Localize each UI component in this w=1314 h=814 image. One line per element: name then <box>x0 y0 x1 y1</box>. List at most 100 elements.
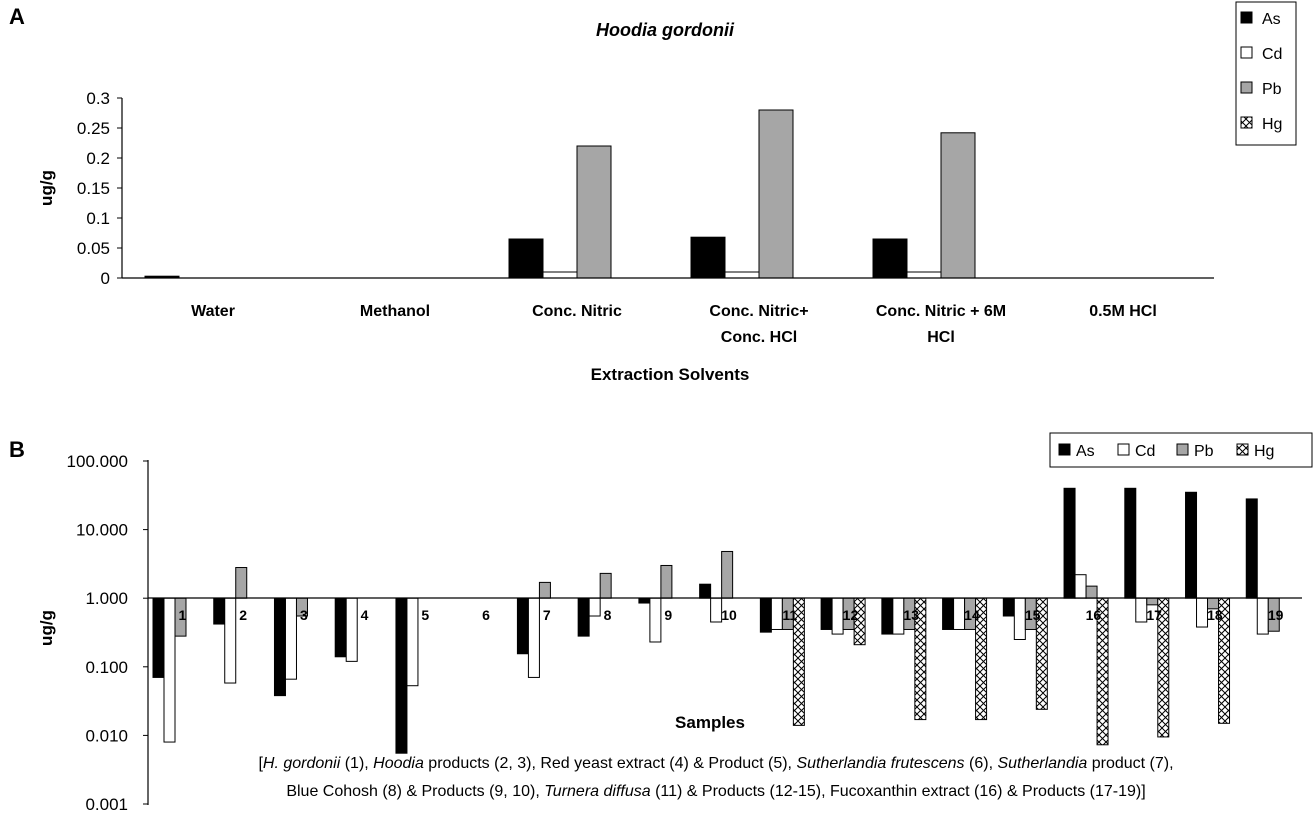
panel-b-y-tick-label: 0.001 <box>85 795 128 814</box>
panel-a-category-label: Conc. Nitric <box>532 303 622 320</box>
panel-b-sample-label: 16 <box>1086 607 1102 623</box>
panel-b-sample-label: 8 <box>604 607 612 623</box>
caption-run: (6), <box>965 755 998 772</box>
panel-a-legend-label-as: As <box>1262 11 1281 28</box>
panel-a-y-tick-label: 0.3 <box>86 89 110 108</box>
panel-b-sample-label: 5 <box>421 607 429 623</box>
panel-b-bar-cd-sample-4 <box>345 597 358 662</box>
panel-b-bar-cd-sample-15 <box>1013 597 1026 641</box>
panel-b-bar-cd-sample-9 <box>649 597 662 643</box>
panel-b-sample-label: 19 <box>1268 607 1284 623</box>
panel-a-bar-pb-conc-nitric <box>576 145 612 279</box>
panel-b-y-ticks: 0.001 0.010 0.100 1.000 10.000 100.000 <box>67 452 148 814</box>
panel-b-sample-label: 1 <box>178 607 186 623</box>
panel-b-sample-label: 2 <box>239 607 247 623</box>
panel-a-bar-pb-conc-nitric-6m-hcl <box>940 132 976 279</box>
panel-b-bar-cd-sample-19 <box>1256 597 1269 635</box>
panel-b-bar-pb-sample-8 <box>599 572 612 599</box>
panel-b-legend-swatch-cd <box>1117 443 1130 456</box>
panel-b-bar-as-sample-1 <box>152 597 165 678</box>
panel-b-y-tick-label: 100.000 <box>67 452 128 471</box>
panel-a-title: Hoodia gordonii <box>596 20 735 40</box>
panel-b-sample-label: 7 <box>543 607 551 623</box>
panel-b-bar-as-sample-17 <box>1124 487 1137 599</box>
panel-a-category-label: Water <box>191 303 235 320</box>
panel-b-bar-pb-sample-9 <box>660 564 673 599</box>
panel-b-legend-label-cd: Cd <box>1135 443 1155 460</box>
panel-b-y-tick-label: 10.000 <box>76 521 128 540</box>
panel-b-y-tick-label: 0.010 <box>85 726 128 745</box>
panel-b-bar-as-sample-4 <box>334 597 347 658</box>
panel-a-category-label: 0.5M HCl <box>1089 303 1157 320</box>
caption-run: [ <box>258 755 263 772</box>
panel-b-bar-as-sample-8 <box>577 597 590 637</box>
panel-a-y-tick-label: 0.1 <box>86 209 110 228</box>
panel-a-legend-swatch-hg <box>1240 116 1253 129</box>
caption-run: product (7), <box>1087 755 1173 772</box>
panel-b-bar-cd-sample-3 <box>284 597 297 680</box>
panel-b-y-axis-title: ug/g <box>37 610 56 646</box>
panel-a-bar-cd-conc-nitric <box>542 271 578 279</box>
caption-run: Sutherlandia <box>997 755 1087 772</box>
panel-b-bar-as-sample-9 <box>638 597 651 604</box>
caption-run: Blue Cohosh (8) & Products (9, 10), <box>286 783 544 800</box>
panel-a-legend-label-hg: Hg <box>1262 116 1282 133</box>
panel-a: A Hoodia gordonii ug/g 0 0.05 0.1 0.15 0.2 0.… <box>9 1 1297 384</box>
panel-a-bar-cd-conc-nitric-6m-hcl <box>906 271 942 279</box>
caption-run: Turnera diffusa <box>544 783 651 800</box>
panel-b-bar-as-sample-5 <box>395 597 408 754</box>
panel-b-bar-cd-sample-13 <box>892 597 905 635</box>
panel-a-categories: Water Methanol Conc. Nitric Conc. Nitric+ Co… <box>191 303 1157 346</box>
panel-b-sample-label: 11 <box>782 607 797 623</box>
panel-b-categories: 1 2 3 4 5 6 7 8 9 10 11 12 13 14 15 16 17 18 19 <box>178 607 1283 623</box>
panel-b-bar-cd-sample-1 <box>163 597 176 743</box>
panel-a-bar-cd-conc-nitric-conc-hcl <box>724 271 760 279</box>
panel-b-legend-label-as: As <box>1076 443 1095 460</box>
panel-a-y-axis-title: ug/g <box>37 170 56 206</box>
panel-a-bar-pb-conc-nitric-conc-hcl <box>758 109 794 279</box>
panel-b-bar-cd-sample-17 <box>1135 597 1148 623</box>
panel-a-legend-swatch-as <box>1240 11 1253 24</box>
panel-b-sample-label: 10 <box>721 607 737 623</box>
caption-run: Sutherlandia frutescens <box>796 755 964 772</box>
panel-b-bar-cd-sample-11 <box>770 597 783 630</box>
panel-a-legend: As Cd Pb Hg <box>1235 1 1297 146</box>
panel-a-x-axis-title: Extraction Solvents <box>591 365 750 384</box>
panel-a-y-ticks: 0 0.05 0.1 0.15 0.2 0.25 0.3 <box>77 89 122 288</box>
panel-b-caption-line1: [H. gordonii (1), Hoodia products (2, 3)… <box>258 755 1173 772</box>
panel-a-legend-items: As Cd Pb Hg <box>1240 11 1282 133</box>
panel-b-x-axis-title: Samples <box>675 713 745 732</box>
panel-a-category-label: Conc. HCl <box>721 329 797 346</box>
panel-a-y-tick-label: 0.2 <box>86 149 110 168</box>
panel-b-bar-pb-sample-7 <box>538 581 551 599</box>
panel-a-y-tick-label: 0.25 <box>77 119 110 138</box>
panel-a-y-tick-label: 0.05 <box>77 239 110 258</box>
caption-run: (1), <box>340 755 373 772</box>
panel-b: B ug/g 0.001 0.010 0.100 1.000 10.000 100.000… <box>9 432 1313 814</box>
panel-a-bar-as-conc-nitric <box>508 238 544 279</box>
panel-b-bar-cd-sample-12 <box>831 597 844 635</box>
panel-b-bar-as-sample-10 <box>699 583 712 599</box>
panel-b-legend-items: As Cd Pb Hg <box>1058 443 1274 460</box>
panel-b-sample-label: 15 <box>1025 607 1041 623</box>
panel-a-y-tick-label: 0 <box>101 269 110 288</box>
panel-b-bar-as-sample-14 <box>942 597 955 630</box>
panel-a-bar-as-conc-nitric-conc-hcl <box>690 236 726 279</box>
panel-b-sample-label: 14 <box>964 607 980 623</box>
panel-b-caption-line2: Blue Cohosh (8) & Products (9, 10), Turn… <box>286 783 1145 800</box>
panel-b-bar-cd-sample-5 <box>406 597 419 687</box>
panel-b-bar-cd-sample-2 <box>224 597 237 684</box>
panel-a-category-label: Conc. Nitric + 6M <box>876 303 1006 320</box>
panel-b-bar-as-sample-7 <box>516 597 529 655</box>
panel-b-bar-as-sample-18 <box>1185 491 1198 599</box>
panel-b-letter: B <box>9 437 25 462</box>
caption-run: H. gordonii <box>263 755 341 772</box>
panel-b-sample-label: 3 <box>300 607 308 623</box>
panel-b-legend-label-pb: Pb <box>1194 443 1214 460</box>
panel-b-legend-swatch-pb <box>1176 443 1189 456</box>
panel-b-bar-cd-sample-16 <box>1074 574 1087 599</box>
panel-b-sample-label: 13 <box>903 607 919 623</box>
panel-a-category-label: HCl <box>927 329 955 346</box>
panel-b-sample-label: 12 <box>843 607 859 623</box>
